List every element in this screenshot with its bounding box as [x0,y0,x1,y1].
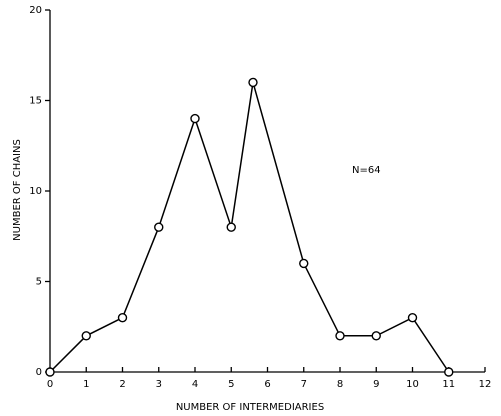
point [444,367,454,377]
point [81,331,91,341]
line [49,82,450,373]
point [226,222,236,232]
x-tick-label: 1 [83,379,89,390]
y-tick-label: 10 [29,186,42,197]
x-tick-label: 3 [156,379,162,390]
annotation: N=64 [352,165,381,176]
point [335,331,345,341]
x-tick-label: 4 [192,379,198,390]
y-tick-label: 20 [29,5,42,16]
point [45,367,55,377]
y-tick-label: 0 [36,367,42,378]
point [371,331,381,341]
x-tick-label: 9 [373,379,379,390]
x-tick-label: 5 [228,379,234,390]
point [154,222,164,232]
y-tick-label: 5 [36,277,42,288]
x-tick-label: 7 [301,379,307,390]
x-tick-label: 2 [119,379,125,390]
x-axis-label: NUMBER OF INTERMEDIARIES [176,402,324,413]
x-tick-label: 8 [337,379,343,390]
x-tick-label: 6 [264,379,270,390]
x-tick-label: 11 [442,379,455,390]
x-tick-label: 0 [47,379,53,390]
point [248,77,258,88]
y-tick-label: 15 [29,96,42,107]
y-axis-label: NUMBER OF CHAINS [12,139,23,241]
point [117,313,128,323]
point [299,258,309,269]
x-tick-label: 12 [479,379,492,390]
point [407,313,418,323]
point [190,113,200,124]
x-tick-label: 10 [406,379,419,390]
